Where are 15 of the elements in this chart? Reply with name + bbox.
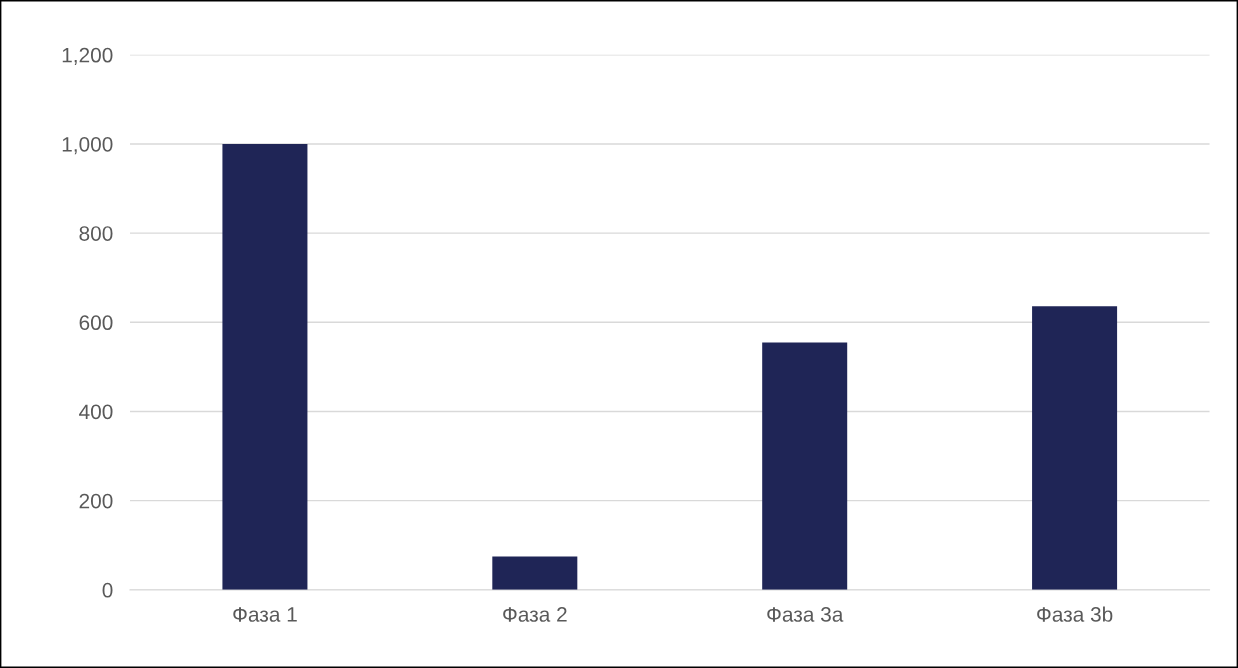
y-tick-label: 1,200 (62, 47, 113, 65)
x-tick-label: Фаза 3а (767, 607, 844, 622)
bar (492, 556, 578, 590)
x-tick-label: Фаза 1 (233, 607, 297, 622)
bar (222, 143, 308, 590)
y-tick-label: 600 (79, 315, 113, 331)
x-tick-label: Фаза 2 (503, 607, 567, 622)
bar (762, 342, 848, 590)
bar (1032, 306, 1118, 590)
y-tick-label: 400 (79, 404, 113, 420)
y-tick-label: 0 (102, 582, 113, 598)
y-tick-label: 200 (79, 493, 113, 509)
x-tick-label: Фаза 3b (1037, 606, 1113, 622)
y-tick-label: 1,000 (62, 136, 113, 155)
y-tick-label: 800 (79, 226, 113, 241)
